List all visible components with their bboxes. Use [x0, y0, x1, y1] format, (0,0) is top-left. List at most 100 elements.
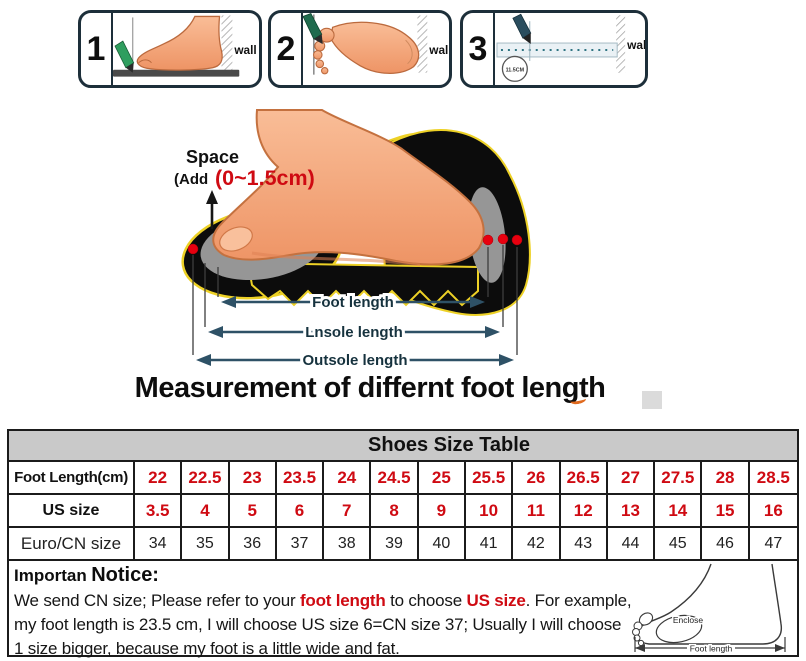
panel-2-illustration: wall	[303, 13, 449, 75]
notice-section: Importan Notice: We send CN size; Please…	[9, 559, 797, 658]
instruction-panel-1: 1 wall	[78, 10, 262, 88]
size-cell: 34	[135, 528, 183, 559]
floor-bar	[113, 69, 240, 77]
panel-3-illustration: 11.5CM wall	[496, 13, 645, 82]
size-cell: 44	[607, 528, 656, 559]
size-cell: 4	[182, 495, 230, 526]
size-cell: 27	[607, 462, 656, 493]
toe	[632, 628, 640, 636]
wall-label: wall	[233, 43, 256, 57]
measurement-figure: Space (Add (0~1.5cm) Foot length Lnsole …	[174, 109, 531, 372]
size-cell: 25.5	[465, 462, 514, 493]
size-cell: 24	[324, 462, 372, 493]
size-cell: 43	[560, 528, 608, 559]
circle-note: 11.5CM	[506, 67, 525, 73]
size-cell: 14	[655, 495, 703, 526]
figure-title: Measurement of differnt foot length	[134, 372, 606, 404]
notice-heading-word: Importan	[14, 566, 87, 585]
panel-3-number: 3	[463, 13, 495, 85]
enclose-label: Enclose	[673, 615, 704, 625]
arrowheads	[196, 296, 514, 366]
toe-line	[138, 59, 152, 64]
size-cell: 13	[607, 495, 656, 526]
wall-hatch	[417, 15, 428, 73]
arrowhead	[635, 644, 645, 652]
space-annotation: Space (Add (0~1.5cm)	[174, 147, 315, 229]
guide-lines	[192, 245, 518, 355]
toe	[321, 67, 329, 75]
toe	[314, 40, 326, 52]
size-cell: 6	[276, 495, 325, 526]
wall-label: wall	[428, 43, 449, 57]
instruction-panel-2: 2 wall	[268, 10, 452, 88]
row-label: US size	[9, 495, 135, 526]
wall-hatch	[616, 15, 626, 73]
table-row-foot-length: Foot Length(cm) 22 22.5 23 23.5 24 24.5 …	[9, 460, 797, 493]
size-cell: 39	[371, 528, 419, 559]
table-header: Shoes Size Table	[9, 431, 797, 460]
foot-length-label: Foot length	[690, 644, 733, 654]
size-cell: 16	[749, 495, 797, 526]
size-cell: 26.5	[560, 462, 608, 493]
pencil-icon	[512, 13, 532, 45]
size-cell: 28	[702, 462, 750, 493]
notice-heading-notice: Notice:	[91, 564, 159, 586]
size-cell: 28.5	[749, 462, 797, 493]
toe	[313, 50, 323, 60]
size-cell: 36	[229, 528, 277, 559]
wall-hatch	[221, 15, 233, 71]
size-cell: 23	[229, 462, 277, 493]
notice-line-3: 1 size bigger, because my foot is a litt…	[14, 639, 400, 658]
size-cell: 47	[749, 528, 797, 559]
notice-line-2: my foot length is 23.5 cm, I will choose…	[14, 615, 622, 634]
table-row-us-size: US size 3.5 4 5 6 7 8 9 10 11 12 13 14 1…	[9, 493, 797, 526]
foot-outline	[635, 563, 783, 645]
artifact-square	[642, 391, 662, 409]
row-label: Foot Length(cm)	[9, 462, 135, 493]
pencil-icon	[303, 13, 323, 45]
foot-length-label: Foot length	[312, 294, 394, 311]
panel-2-number: 2	[271, 13, 303, 85]
toe	[637, 639, 645, 647]
size-cell: 23.5	[276, 462, 325, 493]
toe	[315, 59, 325, 69]
heel-line	[405, 39, 413, 65]
dimension-arrows	[200, 300, 510, 362]
foot-top-view	[329, 21, 420, 74]
space-label: Space	[186, 147, 239, 167]
big-toe	[219, 226, 253, 252]
size-cell: 22	[135, 462, 183, 493]
size-cell: 46	[702, 528, 750, 559]
size-cell: 25	[418, 462, 466, 493]
size-cell: 41	[465, 528, 514, 559]
space-range-label: (0~1.5cm)	[215, 166, 315, 190]
size-cell: 40	[418, 528, 466, 559]
size-cell: 3.5	[135, 495, 183, 526]
outsole-length-label: Outsole length	[303, 352, 408, 369]
size-cell: 8	[371, 495, 419, 526]
size-cell: 42	[513, 528, 561, 559]
table-title: Shoes Size Table	[368, 434, 530, 456]
size-cell: 45	[655, 528, 703, 559]
size-cell: 38	[324, 528, 372, 559]
size-cell: 26	[513, 462, 561, 493]
foot-illustration	[212, 109, 485, 267]
size-cell: 24.5	[371, 462, 419, 493]
size-cell: 22.5	[182, 462, 230, 493]
space-add-label: (Add	[174, 171, 208, 188]
measure-dots	[187, 233, 523, 255]
size-table: Shoes Size Table Foot Length(cm) 22 22.5…	[7, 429, 799, 658]
enclose-curve	[655, 614, 703, 644]
foot-side-view	[136, 15, 223, 71]
foot-length-diagram: Enclose Foot length	[632, 563, 786, 654]
notice-heading: Importan Notice:	[14, 564, 797, 587]
size-cell: 37	[276, 528, 325, 559]
measurement-circle: 11.5CM	[501, 55, 528, 82]
size-cell: 10	[465, 495, 514, 526]
size-cell: 5	[229, 495, 277, 526]
size-cell: 35	[182, 528, 230, 559]
size-cell: 9	[418, 495, 466, 526]
panel-1-illustration: wall	[113, 15, 257, 77]
row-label: Euro/CN size	[9, 528, 135, 559]
